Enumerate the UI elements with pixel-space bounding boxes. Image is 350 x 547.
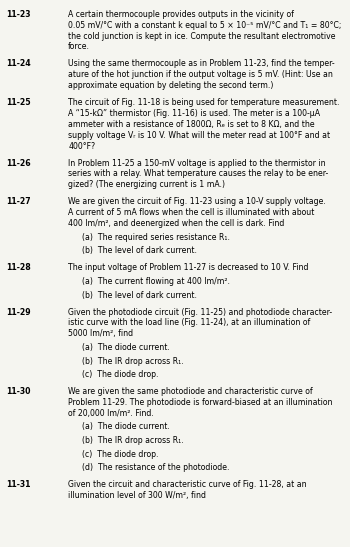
Text: (c)  The diode drop.: (c) The diode drop. [82, 450, 159, 459]
Text: Given the circuit and characteristic curve of Fig. 11-28, at an: Given the circuit and characteristic cur… [68, 480, 307, 490]
Text: (b)  The level of dark current.: (b) The level of dark current. [82, 290, 197, 300]
Text: 11-26: 11-26 [6, 159, 31, 167]
Text: approximate equation by deleting the second term.): approximate equation by deleting the sec… [68, 81, 274, 90]
Text: (a)  The required series resistance R₁.: (a) The required series resistance R₁. [82, 232, 230, 242]
Text: (b)  The level of dark current.: (b) The level of dark current. [82, 246, 197, 255]
Text: 11-27: 11-27 [6, 197, 31, 206]
Text: (d)  The resistance of the photodiode.: (d) The resistance of the photodiode. [82, 463, 230, 472]
Text: A certain thermocouple provides outputs in the vicinity of: A certain thermocouple provides outputs … [68, 10, 294, 19]
Text: (a)  The current flowing at 400 lm/m².: (a) The current flowing at 400 lm/m². [82, 277, 230, 286]
Text: 11-28: 11-28 [6, 263, 31, 272]
Text: 400 lm/m², and deenergized when the cell is dark. Find: 400 lm/m², and deenergized when the cell… [68, 219, 285, 228]
Text: A current of 5 mA flows when the cell is illuminated with about: A current of 5 mA flows when the cell is… [68, 208, 315, 217]
Text: A “15-kΩ” thermistor (Fig. 11-16) is used. The meter is a 100-μA: A “15-kΩ” thermistor (Fig. 11-16) is use… [68, 109, 320, 118]
Text: In Problem 11-25 a 150-mV voltage is applied to the thermistor in: In Problem 11-25 a 150-mV voltage is app… [68, 159, 326, 167]
Text: The circuit of Fig. 11-18 is being used for temperature measurement.: The circuit of Fig. 11-18 is being used … [68, 98, 340, 107]
Text: We are given the circuit of Fig. 11-23 using a 10-V supply voltage.: We are given the circuit of Fig. 11-23 u… [68, 197, 326, 206]
Text: (b)  The IR drop across R₁.: (b) The IR drop across R₁. [82, 357, 184, 365]
Text: Given the photodiode circuit (Fig. 11-25) and photodiode character-: Given the photodiode circuit (Fig. 11-25… [68, 307, 332, 317]
Text: of 20,000 lm/m². Find.: of 20,000 lm/m². Find. [68, 409, 154, 418]
Text: ammeter with a resistance of 1800Ω, Rₑ is set to 8 KΩ, and the: ammeter with a resistance of 1800Ω, Rₑ i… [68, 120, 315, 129]
Text: istic curve with the load line (Fig. 11-24), at an illumination of: istic curve with the load line (Fig. 11-… [68, 318, 310, 328]
Text: (c)  The diode drop.: (c) The diode drop. [82, 370, 159, 379]
Text: 11-23: 11-23 [6, 10, 31, 19]
Text: 5000 lm/m², find: 5000 lm/m², find [68, 329, 133, 338]
Text: illumination level of 300 W/m², find: illumination level of 300 W/m², find [68, 491, 206, 501]
Text: Problem 11-29. The photodiode is forward-biased at an illumination: Problem 11-29. The photodiode is forward… [68, 398, 333, 407]
Text: The input voltage of Problem 11-27 is decreased to 10 V. Find: The input voltage of Problem 11-27 is de… [68, 263, 309, 272]
Text: 11-25: 11-25 [6, 98, 31, 107]
Text: (a)  The diode current.: (a) The diode current. [82, 422, 170, 432]
Text: 11-24: 11-24 [6, 60, 31, 68]
Text: the cold junction is kept in ice. Compute the resultant electromotive: the cold junction is kept in ice. Comput… [68, 32, 336, 40]
Text: supply voltage Vᵣ is 10 V. What will the meter read at 100°F and at: supply voltage Vᵣ is 10 V. What will the… [68, 131, 330, 139]
Text: 11-30: 11-30 [6, 387, 31, 396]
Text: 400°F?: 400°F? [68, 142, 95, 150]
Text: gized? (The energizing current is 1 mA.): gized? (The energizing current is 1 mA.) [68, 181, 225, 189]
Text: (b)  The IR drop across R₁.: (b) The IR drop across R₁. [82, 436, 184, 445]
Text: 11-31: 11-31 [6, 480, 31, 490]
Text: force.: force. [68, 42, 90, 51]
Text: (a)  The diode current.: (a) The diode current. [82, 343, 170, 352]
Text: series with a relay. What temperature causes the relay to be ener-: series with a relay. What temperature ca… [68, 170, 329, 178]
Text: 11-29: 11-29 [6, 307, 31, 317]
Text: Using the same thermocouple as in Problem 11-23, find the temper-: Using the same thermocouple as in Proble… [68, 60, 335, 68]
Text: ature of the hot junction if the output voltage is 5 mV. (Hint: Use an: ature of the hot junction if the output … [68, 70, 333, 79]
Text: 0.05 mV/°C with a constant k equal to 5 × 10⁻⁵ mV/°C and T₁ = 80°C;: 0.05 mV/°C with a constant k equal to 5 … [68, 21, 342, 30]
Text: We are given the same photodiode and characteristic curve of: We are given the same photodiode and cha… [68, 387, 313, 396]
